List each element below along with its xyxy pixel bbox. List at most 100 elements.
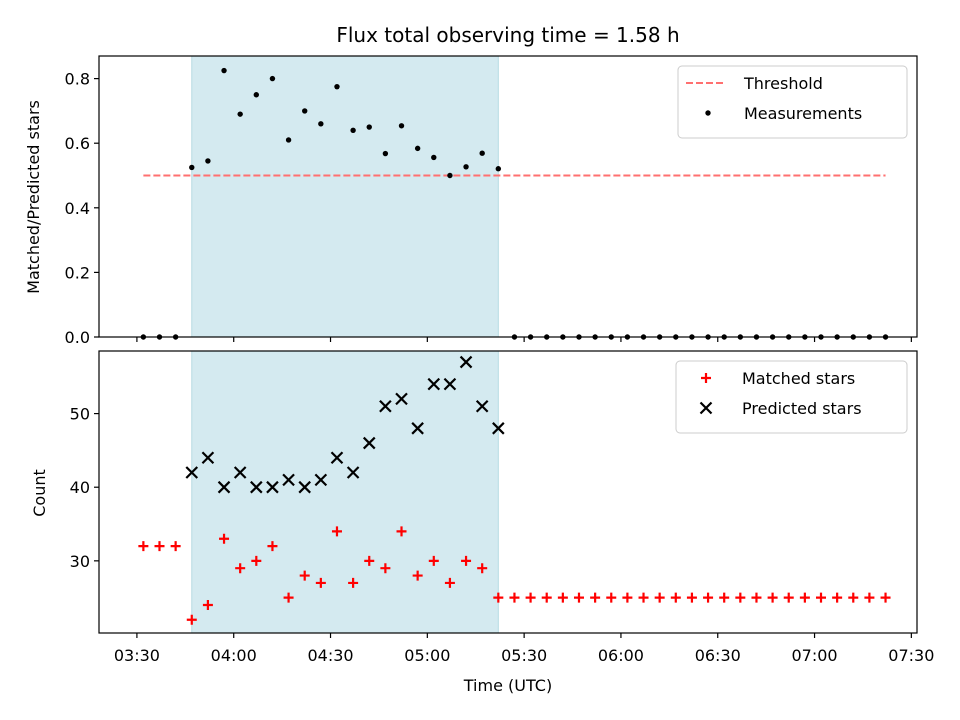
predicted-star-point bbox=[475, 399, 489, 413]
matched-star-point bbox=[170, 541, 181, 552]
x-tick-label: 05:00 bbox=[404, 646, 450, 665]
matched-star-point bbox=[832, 592, 843, 603]
measurement-point bbox=[205, 158, 211, 164]
legend-matched-swatch bbox=[701, 373, 711, 383]
bottom-panel: 30 40 50 03:30 04:00 04:30 05:00 05:30 06:00 06:3… bbox=[70, 350, 934, 665]
legend-measurement-swatch bbox=[705, 110, 711, 116]
top-panel: 0.0 0.2 0.4 0.6 0.8 Threshold Measurements bbox=[65, 55, 918, 347]
matched-star-point bbox=[364, 555, 375, 566]
legend: Threshold Measurements bbox=[677, 65, 908, 139]
matched-star-point bbox=[880, 592, 891, 603]
matched-star-point bbox=[331, 526, 342, 537]
y-tick-label: 50 bbox=[70, 405, 90, 424]
matched-star-point bbox=[283, 592, 294, 603]
legend-label: Measurements bbox=[744, 104, 862, 123]
matched-star-point bbox=[186, 614, 197, 625]
predicted-star-point bbox=[282, 473, 295, 487]
legend-box bbox=[675, 360, 908, 434]
matched-star-point bbox=[299, 570, 310, 581]
matched-star-point bbox=[348, 577, 359, 588]
predicted-star-point bbox=[266, 480, 279, 494]
matched-star-point bbox=[525, 592, 536, 603]
y-tick-label: 40 bbox=[70, 478, 90, 497]
matched-star-point bbox=[154, 541, 165, 552]
measurement-point bbox=[414, 145, 421, 152]
legend-label: Matched stars bbox=[742, 369, 855, 388]
measurement-point bbox=[318, 121, 324, 127]
observing-span bbox=[191, 350, 499, 634]
bottom-y-axis-label: Count bbox=[30, 469, 49, 517]
legend-box bbox=[677, 65, 908, 139]
legend-predicted-swatch bbox=[699, 401, 713, 415]
measurement-point bbox=[447, 172, 453, 179]
predicted-star-point bbox=[217, 480, 231, 494]
measurement-point bbox=[350, 127, 356, 133]
matched-star-point bbox=[396, 526, 407, 537]
matched-star-point bbox=[444, 577, 455, 588]
matched-star-point bbox=[461, 555, 472, 566]
measurement-point bbox=[237, 111, 243, 117]
legend: Matched stars Predicted stars bbox=[675, 360, 908, 434]
matched-star-point bbox=[267, 541, 278, 552]
series-measurements bbox=[140, 67, 889, 340]
x-tick-label: 03:30 bbox=[114, 646, 160, 665]
y-tick-label: 0.2 bbox=[65, 263, 90, 282]
measurement-point bbox=[189, 164, 195, 171]
x-tick-label: 04:00 bbox=[211, 646, 257, 665]
measurement-point bbox=[398, 123, 405, 129]
measurement-point bbox=[431, 154, 437, 161]
x-tick-label: 07:30 bbox=[888, 646, 934, 665]
matched-star-point bbox=[557, 592, 568, 603]
matched-star-point bbox=[573, 592, 584, 603]
predicted-star-point bbox=[185, 466, 199, 479]
predicted-star-point bbox=[250, 480, 263, 494]
predicted-star-point bbox=[314, 473, 328, 487]
matched-star-point bbox=[799, 592, 810, 603]
measurement-point bbox=[334, 83, 340, 90]
measurement-point bbox=[463, 164, 469, 170]
matched-star-point bbox=[606, 592, 617, 603]
matched-star-point bbox=[719, 592, 730, 603]
y-tick-label: 30 bbox=[70, 552, 90, 571]
x-tick-label: 06:00 bbox=[598, 646, 644, 665]
matched-star-point bbox=[380, 563, 391, 574]
predicted-star-point bbox=[362, 436, 376, 450]
y-tick-label: 0.0 bbox=[65, 328, 90, 347]
y-tick-label: 0.8 bbox=[65, 70, 90, 89]
matched-star-point bbox=[654, 592, 665, 603]
matched-star-point bbox=[412, 570, 423, 581]
matched-star-point bbox=[670, 592, 681, 603]
matched-star-point bbox=[864, 592, 875, 603]
matched-star-point bbox=[703, 592, 714, 603]
matched-star-point bbox=[138, 541, 149, 552]
matched-star-point bbox=[783, 592, 794, 603]
axes-frame bbox=[98, 55, 918, 338]
series-predicted-stars bbox=[185, 355, 505, 494]
matched-star-point bbox=[251, 555, 262, 566]
matched-star-point bbox=[509, 592, 520, 603]
predicted-star-point bbox=[427, 377, 441, 391]
matched-star-point bbox=[767, 592, 778, 603]
measurement-point bbox=[302, 108, 308, 114]
predicted-star-point bbox=[201, 451, 215, 465]
predicted-star-point bbox=[379, 399, 392, 413]
matched-star-point bbox=[541, 592, 552, 603]
matched-star-point bbox=[219, 533, 230, 544]
matched-star-point bbox=[622, 592, 633, 603]
measurement-point bbox=[382, 150, 389, 157]
matched-star-point bbox=[315, 577, 326, 588]
y-tick-label: 0.4 bbox=[65, 199, 90, 218]
observing-span bbox=[191, 55, 499, 338]
matched-star-point bbox=[735, 592, 746, 603]
x-axis-label: Time (UTC) bbox=[463, 676, 552, 695]
predicted-star-point bbox=[492, 422, 505, 435]
predicted-star-point bbox=[443, 377, 457, 391]
matched-star-point bbox=[202, 600, 213, 611]
predicted-star-point bbox=[459, 355, 473, 369]
measurement-point bbox=[479, 150, 485, 156]
x-tick-label: 04:30 bbox=[307, 646, 353, 665]
measurement-point bbox=[269, 75, 276, 82]
predicted-star-point bbox=[330, 451, 344, 465]
predicted-star-point bbox=[233, 466, 247, 479]
matched-star-point bbox=[493, 592, 504, 603]
